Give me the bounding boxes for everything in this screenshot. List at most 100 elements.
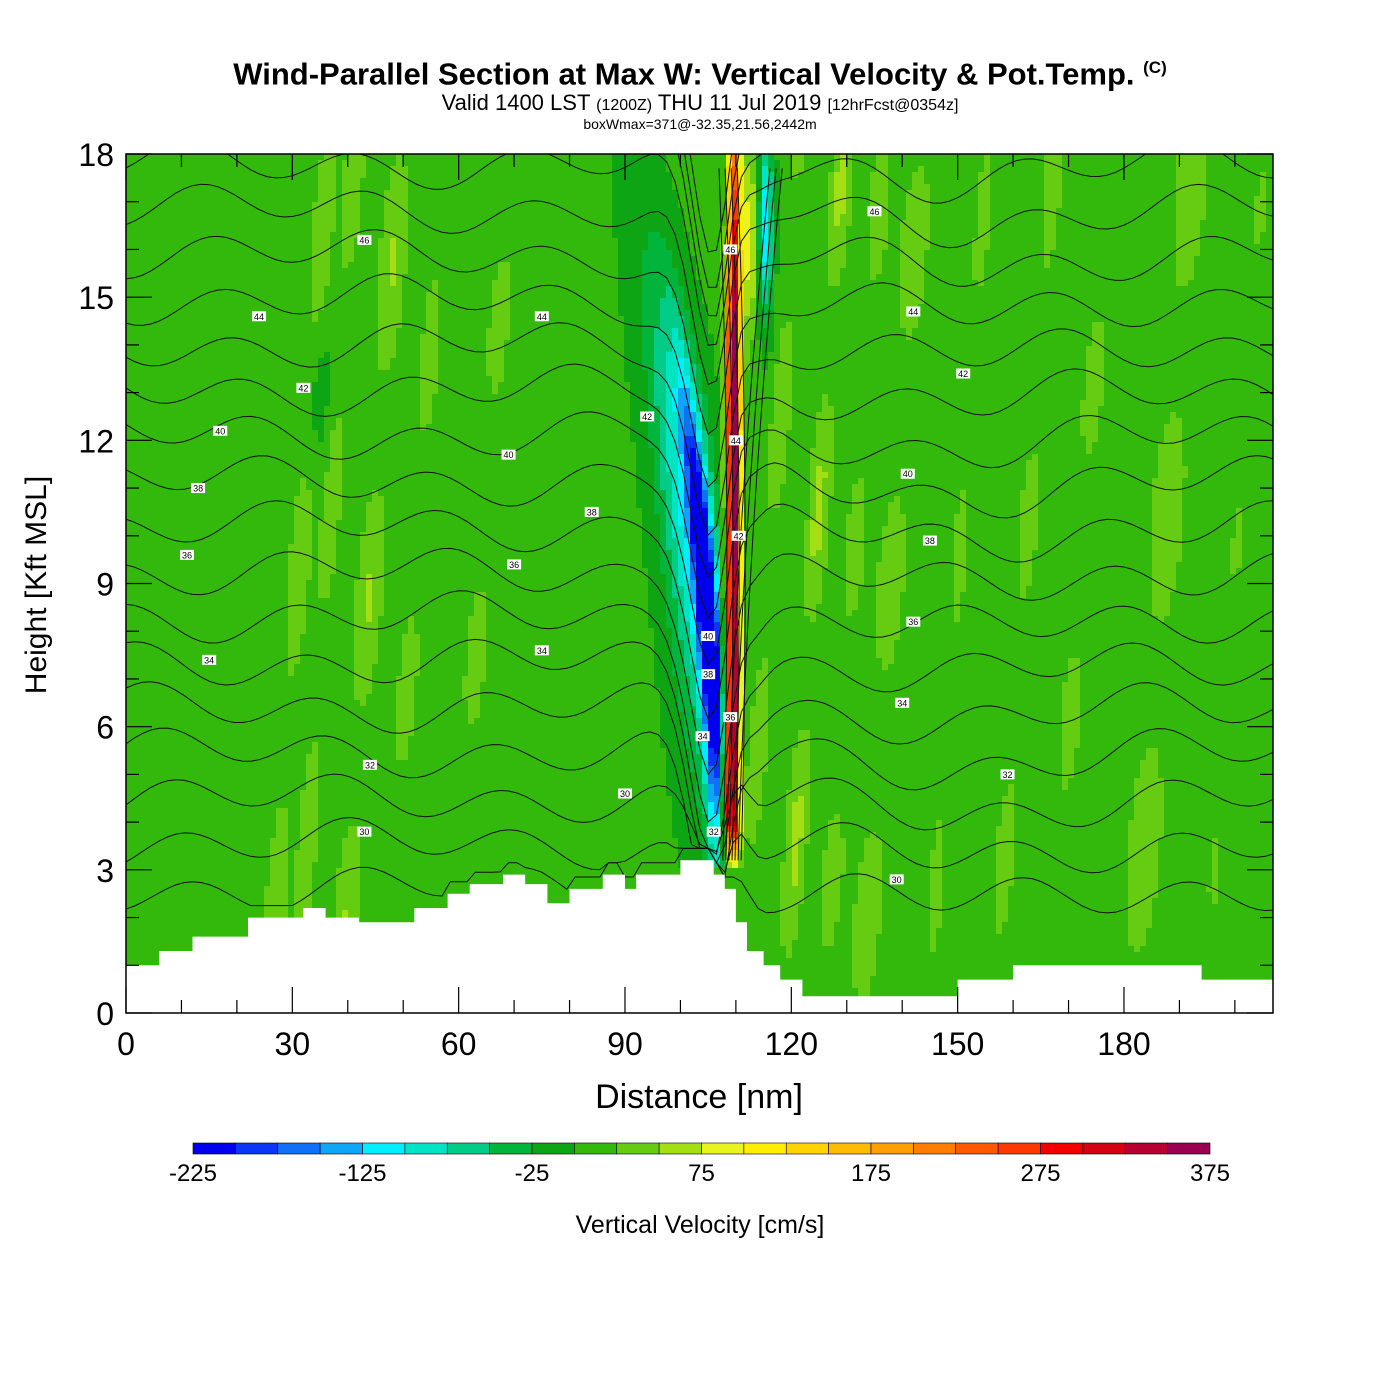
theta-contours — [126, 154, 1273, 914]
theta-contour-line — [684, 154, 740, 288]
colorbar-swatch — [870, 1142, 914, 1155]
contour-label: 34 — [537, 646, 547, 656]
contour-label: 40 — [215, 426, 225, 436]
contour-label-bg — [956, 368, 971, 379]
colorbar-label: Vertical Velocity [cm/s] — [576, 1211, 825, 1239]
colorbar-swatch — [362, 1142, 406, 1155]
contour-label-bg — [895, 697, 910, 708]
contour-label-bg — [867, 206, 882, 217]
theta-contour-line — [126, 363, 1273, 578]
theta-contour-line — [126, 183, 1273, 386]
theta-contour-line — [731, 168, 777, 861]
contour-label: 32 — [709, 827, 719, 837]
contour-label-bg — [695, 731, 710, 742]
contour-label-bg — [252, 311, 267, 322]
colorbar-swatch — [701, 1142, 745, 1155]
contour-label: 40 — [703, 631, 713, 641]
contour-label-bg — [584, 506, 599, 517]
theta-contour-labels: 46 44 44 42 42 40 40 38 38 36 36 34 34 32 30 30 46 44 42 40… — [179, 206, 1015, 885]
box-wmax-line: boxWmax=371@-32.35,21.56,2442m — [0, 117, 1400, 131]
theta-contour-line — [126, 638, 1273, 855]
x-tick-label: 180 — [1097, 1026, 1150, 1062]
valid-prefix: Valid 1400 LST — [442, 90, 590, 115]
title-block: Wind-Parallel Section at Max W: Vertical… — [0, 50, 1400, 131]
contour-label-bg — [701, 669, 716, 680]
theta-contour-line — [126, 411, 1273, 619]
contour-label: 34 — [897, 698, 907, 708]
colorbar-tick-label: -125 — [338, 1160, 386, 1187]
colorbar-swatch — [489, 1142, 533, 1155]
contour-label-bg — [179, 549, 194, 560]
x-tick-label: 120 — [765, 1026, 818, 1062]
x-tick-label: 150 — [931, 1026, 984, 1062]
contour-label: 44 — [254, 312, 264, 322]
colorbar-swatch — [913, 1142, 957, 1155]
contour-label-bg — [534, 645, 549, 656]
contour-label: 46 — [725, 245, 735, 255]
contour-label: 44 — [537, 312, 547, 322]
contour-label-bg — [889, 874, 904, 885]
contour-label: 32 — [1003, 770, 1013, 780]
contour-label-bg — [906, 306, 921, 317]
colorbar-swatch — [1124, 1142, 1168, 1155]
contour-label-bg — [213, 425, 228, 436]
colorbar-swatch — [1082, 1142, 1126, 1155]
contour-label-bg — [296, 382, 311, 393]
contour-label-bg — [723, 712, 738, 723]
y-tick-label: 9 — [96, 567, 114, 603]
colorbar-tick-label: 375 — [1190, 1160, 1230, 1187]
contour-label: 46 — [869, 207, 879, 217]
theta-contour-line — [677, 154, 763, 317]
valid-time-line: Valid 1400 LST (1200Z) THU 11 Jul 2019 [… — [0, 92, 1400, 117]
y-tick-label: 18 — [78, 137, 114, 173]
x-tick-label: 60 — [441, 1026, 477, 1062]
theta-contour-line — [126, 154, 1273, 346]
colorbar: Vertical Velocity [cm/s] -225 -125 -25 75 17… — [169, 1142, 1230, 1239]
theta-contour-line — [126, 500, 1273, 720]
colorbar-swatch — [1167, 1142, 1211, 1155]
contour-label: 30 — [359, 827, 369, 837]
contour-label: 46 — [359, 235, 369, 245]
colorbar-swatch — [277, 1142, 321, 1155]
colorbar-tick-label: 275 — [1020, 1160, 1060, 1187]
theta-contour-line — [126, 229, 1273, 435]
colorbar-swatch — [658, 1142, 702, 1155]
contour-label-bg — [617, 788, 632, 799]
contour-label-bg — [706, 826, 721, 837]
copyright-mark: (C) — [1143, 58, 1167, 77]
colorbar-swatch — [192, 1142, 236, 1155]
contour-label-bg — [362, 759, 377, 770]
colorbar-swatch — [531, 1142, 575, 1155]
theta-contour-line — [736, 168, 746, 861]
x-tick-label: 30 — [275, 1026, 311, 1062]
colorbar-swatch — [997, 1142, 1041, 1155]
y-tick-label: 0 — [96, 996, 114, 1032]
contour-label-bg — [701, 630, 716, 641]
axes: Distance [nm] Height [Kft MSL] 0 30 60 90 12… — [20, 137, 1151, 1116]
y-tick-label: 3 — [96, 853, 114, 889]
contour-label: 38 — [703, 670, 713, 680]
contour-label-bg — [723, 244, 738, 255]
contour-label: 40 — [504, 450, 514, 460]
contour-label: 36 — [908, 617, 918, 627]
chart-title-text: Wind-Parallel Section at Max W: Vertical… — [233, 56, 1134, 91]
contour-label-bg — [728, 435, 743, 446]
theta-contour-line — [725, 168, 771, 861]
contour-label-bg — [191, 483, 206, 494]
contour-label: 38 — [587, 507, 597, 517]
contour-label-bg — [731, 530, 746, 541]
contour-label: 44 — [908, 307, 918, 317]
theta-contour-line — [126, 322, 1273, 537]
contour-label: 38 — [193, 484, 203, 494]
contour-label-bg — [900, 468, 915, 479]
theta-contour-line — [126, 773, 1273, 853]
x-axis-label: Distance [nm] — [595, 1078, 803, 1116]
colorbar-tick-label: -25 — [515, 1160, 550, 1187]
theta-contour-line — [126, 681, 1273, 864]
contour-label: 36 — [725, 713, 735, 723]
contour-label-bg — [1000, 769, 1015, 780]
contour-label: 44 — [731, 436, 741, 446]
contour-label: 30 — [892, 875, 902, 885]
forecast-info: [12hrFcst@0354z] — [827, 97, 958, 114]
theta-contour-line — [724, 168, 734, 861]
